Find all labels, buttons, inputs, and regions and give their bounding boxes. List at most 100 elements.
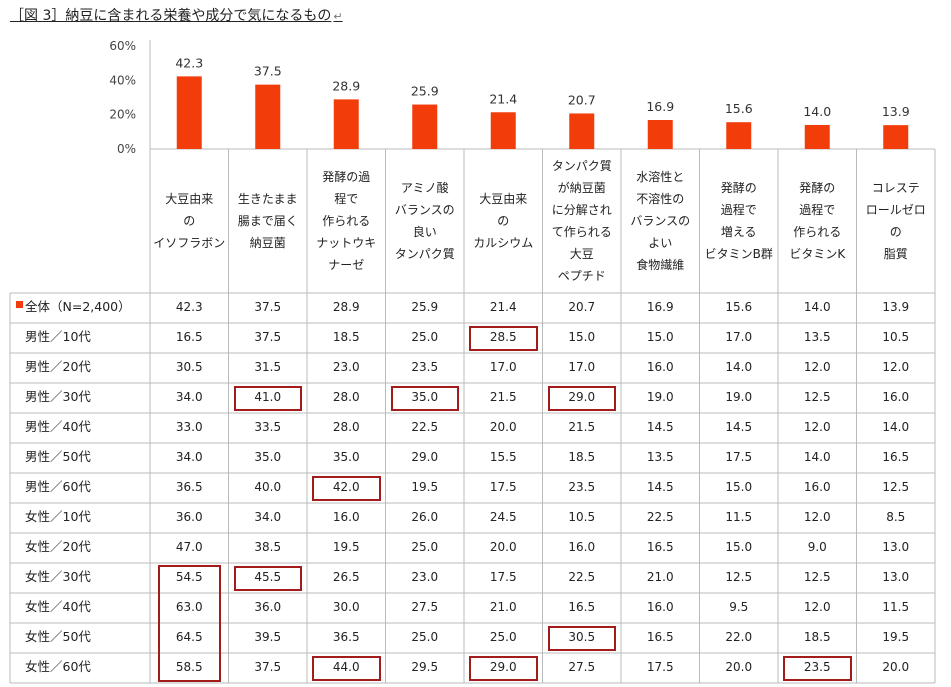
table-cell: 37.5 — [254, 300, 282, 314]
table-cell: 12.5 — [803, 390, 831, 404]
table-cell: 23.0 — [411, 570, 439, 584]
table-cell: 17.5 — [725, 450, 753, 464]
bar — [412, 104, 438, 149]
table-cell: 17.0 — [568, 360, 596, 374]
table-cell: 25.0 — [411, 540, 439, 554]
table-cell: 23.5 — [568, 480, 596, 494]
table-cell: 21.0 — [489, 600, 517, 614]
category-header-text: 大豆由来 の カルシウム — [473, 192, 534, 250]
table-cell: 12.5 — [882, 480, 910, 494]
table-cell: 19.5 — [332, 540, 360, 554]
table-cell: 37.5 — [254, 660, 282, 674]
row-label: 男性／50代 — [25, 449, 91, 464]
table-cell: 26.0 — [411, 510, 439, 524]
y-tick-label: 0% — [117, 142, 136, 156]
table-cell: 17.0 — [489, 360, 517, 374]
category-header: 発酵の 過程で 作られる ビタミンK — [778, 149, 857, 293]
table-cell: 28.5 — [489, 330, 517, 344]
table-cell: 45.5 — [254, 570, 282, 584]
table-cell: 17.5 — [489, 570, 517, 584]
table-cell: 23.5 — [803, 660, 831, 674]
table-cell: 14.0 — [803, 450, 831, 464]
table-cell: 42.0 — [332, 480, 360, 494]
table-cell: 31.5 — [254, 360, 282, 374]
row-label: 女性／10代 — [25, 509, 91, 524]
table-cell: 18.5 — [803, 630, 831, 644]
table-cell: 21.0 — [646, 570, 674, 584]
category-header: 生きたまま 腸まで届く 納豆菌 — [229, 149, 308, 293]
bar-data-label: 42.3 — [175, 55, 203, 70]
table-cell: 23.5 — [411, 360, 439, 374]
table-cell: 40.0 — [254, 480, 282, 494]
table-cell: 22.0 — [725, 630, 753, 644]
category-header: アミノ酸 バランスの 良い タンパク質 — [386, 149, 465, 293]
table-cell: 34.0 — [175, 450, 203, 464]
table-cell: 25.0 — [411, 630, 439, 644]
bar-data-label: 25.9 — [411, 84, 439, 99]
table-cell: 16.0 — [882, 390, 910, 404]
table-cell: 34.0 — [254, 510, 282, 524]
table-cell: 33.5 — [254, 420, 282, 434]
table-cell: 30.5 — [175, 360, 203, 374]
category-header-text: 発酵の 過程で 作られる ビタミンK — [789, 181, 846, 261]
table-cell: 21.5 — [568, 420, 596, 434]
category-header: 大豆由来 の カルシウム — [464, 149, 543, 293]
bar — [490, 112, 516, 149]
table-cell: 47.0 — [175, 540, 203, 554]
table-cell: 15.0 — [725, 480, 753, 494]
y-tick-label: 40% — [109, 73, 136, 87]
table-cell: 28.0 — [332, 420, 360, 434]
table-cell: 20.0 — [489, 540, 517, 554]
bar-data-label: 20.7 — [568, 92, 596, 107]
table-cell: 38.5 — [254, 540, 282, 554]
table-cell: 13.0 — [882, 540, 910, 554]
row-label: 男性／20代 — [25, 359, 91, 374]
table-cell: 20.0 — [882, 660, 910, 674]
table-cell: 16.0 — [568, 540, 596, 554]
bar-data-label: 37.5 — [254, 64, 282, 79]
table-cell: 12.0 — [803, 420, 831, 434]
table-cell: 36.0 — [175, 510, 203, 524]
table-cell: 29.0 — [411, 450, 439, 464]
table-cell: 35.0 — [332, 450, 360, 464]
table-cell: 58.5 — [175, 660, 203, 674]
table-cell: 8.5 — [886, 510, 906, 524]
bar — [883, 125, 909, 149]
category-header-text: 発酵の過 程で 作られる ナットウキ ナーゼ — [316, 170, 377, 272]
bar-data-label: 21.4 — [489, 91, 517, 106]
return-mark-icon: ↵ — [333, 10, 343, 23]
table-cell: 42.3 — [175, 300, 203, 314]
table-cell: 13.5 — [803, 330, 831, 344]
table-cell: 16.9 — [646, 300, 674, 314]
category-header-text: 発酵の 過程で 増える ビタミンB群 — [704, 181, 773, 261]
table-cell: 27.5 — [411, 600, 439, 614]
table-cell: 20.7 — [568, 300, 596, 314]
row-label: 女性／40代 — [25, 599, 91, 614]
table-cell: 36.0 — [254, 600, 282, 614]
table-cell: 14.5 — [646, 420, 674, 434]
table-cell: 13.5 — [646, 450, 674, 464]
bar-data-label: 16.9 — [646, 99, 674, 114]
table-cell: 9.0 — [807, 540, 827, 554]
table-cell: 16.5 — [882, 450, 910, 464]
table-cell: 14.0 — [803, 300, 831, 314]
table-cell: 16.0 — [646, 600, 674, 614]
category-header-text: 水溶性と 不溶性の バランスの よい 食物繊維 — [630, 170, 691, 272]
table-cell: 37.5 — [254, 330, 282, 344]
table-cell: 35.0 — [254, 450, 282, 464]
category-header: 水溶性と 不溶性の バランスの よい 食物繊維 — [621, 149, 700, 293]
table-cell: 28.9 — [332, 300, 360, 314]
table-cell: 19.5 — [882, 630, 910, 644]
row-label: 女性／20代 — [25, 539, 91, 554]
table-cell: 16.5 — [646, 540, 674, 554]
table-cell: 9.5 — [729, 600, 749, 614]
table-cell: 14.5 — [646, 480, 674, 494]
category-header: 発酵の過 程で 作られる ナットウキ ナーゼ — [307, 149, 386, 293]
category-header-text: 大豆由来 の イソフラボン — [153, 192, 226, 250]
table-cell: 16.5 — [175, 330, 203, 344]
table-cell: 19.0 — [725, 390, 753, 404]
table-cell: 16.0 — [646, 360, 674, 374]
table-cell: 25.0 — [411, 330, 439, 344]
table-cell: 22.5 — [411, 420, 439, 434]
category-header-text: コレステ ロールゼロ の 脂質 — [865, 181, 926, 261]
